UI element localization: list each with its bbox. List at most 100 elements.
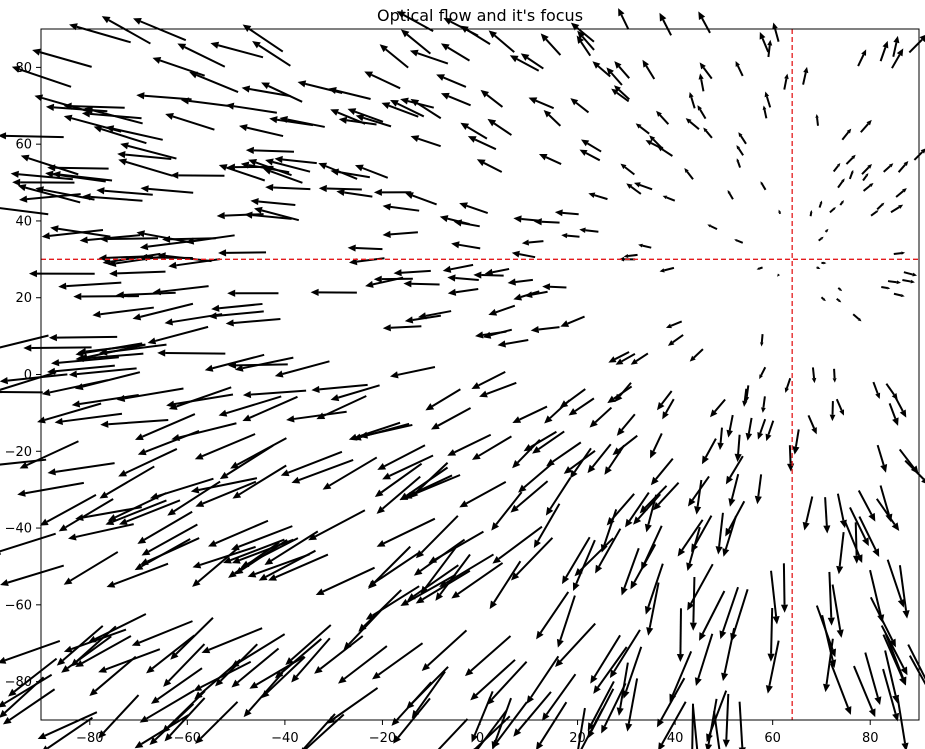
flow-arrow: [686, 526, 701, 572]
arrow-head: [767, 653, 775, 662]
flow-arrow: [63, 551, 119, 585]
flow-arrow: [459, 202, 489, 215]
arrow-head: [484, 268, 494, 276]
arrow-head: [777, 273, 781, 277]
flow-arrow: [141, 523, 198, 556]
flow-arrow: [58, 498, 114, 532]
arrow-shaft: [837, 180, 844, 189]
arrow-shaft: [862, 174, 868, 182]
arrow-shaft: [888, 402, 897, 419]
arrow-head: [47, 164, 56, 172]
flow-arrow: [523, 430, 557, 452]
flow-arrow: [555, 622, 596, 668]
arrow-shaft: [519, 405, 548, 421]
flow-arrow: [876, 444, 888, 473]
flow-arrow: [109, 269, 166, 277]
flow-arrow: [165, 113, 215, 131]
arrow-head: [82, 193, 91, 201]
arrow-head: [778, 209, 781, 213]
flow-arrow: [622, 646, 643, 699]
flow-arrow: [248, 159, 292, 177]
arrow-head: [170, 171, 179, 179]
arrow-head: [650, 476, 659, 486]
arrow-head: [689, 622, 697, 631]
flow-arrow: [437, 718, 469, 749]
arrow-shaft: [476, 709, 508, 749]
arrow-shaft: [214, 519, 269, 545]
arrow-shaft: [151, 634, 196, 670]
arrow-head: [19, 195, 28, 203]
arrow-head: [228, 361, 237, 369]
arrow-shaft: [250, 389, 307, 396]
arrow-shaft: [515, 480, 549, 509]
flow-arrow: [703, 127, 713, 139]
arrow-head: [719, 630, 727, 640]
arrow-shaft: [455, 277, 479, 282]
arrow-head: [622, 689, 630, 699]
arrow-head: [447, 274, 456, 282]
flow-arrow: [2, 688, 56, 725]
arrow-shaft: [90, 195, 143, 202]
arrow-shaft: [343, 645, 388, 680]
x-tick-label: 40: [667, 731, 684, 746]
flow-arrow: [0, 391, 43, 394]
arrow-head: [106, 580, 116, 588]
arrow-shaft: [0, 532, 56, 553]
arrow-head: [618, 8, 625, 17]
arrow-shaft: [881, 285, 888, 290]
arrow-shaft: [344, 191, 373, 198]
arrow-head: [146, 665, 155, 674]
arrow-head: [473, 271, 482, 279]
arrow-shaft: [416, 102, 442, 120]
flow-arrow: [231, 647, 280, 688]
arrow-head: [117, 151, 126, 159]
arrow-head: [699, 62, 706, 70]
flow-arrow: [849, 507, 869, 547]
arrow-head: [715, 546, 723, 555]
flow-arrow: [467, 136, 497, 151]
arrow-shaft: [46, 494, 97, 523]
arrow-shaft: [94, 613, 147, 640]
arrow-shaft: [505, 339, 529, 345]
arrow-shaft: [196, 74, 239, 94]
arrow-head: [767, 39, 773, 46]
arrow-head: [822, 298, 826, 302]
arrow-head: [364, 71, 374, 79]
arrow-head: [658, 742, 666, 749]
arrow-shaft: [198, 477, 258, 491]
arrow-shaft: [7, 564, 65, 584]
arrow-shaft: [639, 125, 650, 135]
flow-arrow: [314, 635, 364, 674]
arrow-shaft: [757, 474, 763, 497]
flow-arrow: [570, 22, 595, 43]
flow-arrow: [400, 29, 432, 55]
arrow-shaft: [117, 270, 166, 275]
flow-arrow: [784, 377, 792, 393]
arrow-shaft: [908, 655, 925, 686]
x-tick-label: −80: [76, 731, 103, 746]
arrow-shaft: [858, 516, 877, 551]
flow-arrow: [471, 690, 494, 743]
arrow-shaft: [492, 267, 510, 274]
arrow-shaft: [280, 638, 322, 674]
arrow-head: [192, 561, 202, 569]
arrow-shaft: [355, 247, 383, 251]
flow-arrow: [133, 18, 187, 42]
arrow-shaft: [671, 650, 693, 696]
arrow-head: [79, 236, 88, 244]
arrow-head: [231, 556, 241, 564]
arrow-shaft: [481, 274, 504, 277]
flow-arrow: [223, 538, 285, 564]
arrow-head: [480, 89, 490, 98]
arrow-shaft: [272, 161, 311, 173]
flow-arrow: [11, 65, 72, 88]
arrow-shaft: [538, 430, 565, 450]
flow-arrow: [279, 115, 325, 128]
flow-arrow: [117, 151, 172, 161]
arrow-head: [177, 43, 187, 51]
arrow-head: [242, 24, 252, 32]
flow-arrow: [390, 100, 425, 118]
flow-arrow: [250, 197, 296, 207]
flow-arrow: [635, 123, 650, 135]
